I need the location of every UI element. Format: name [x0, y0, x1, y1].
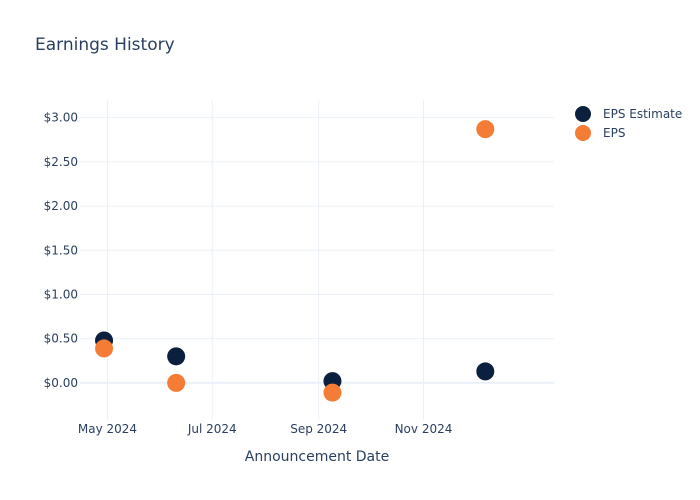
- x-tick-label: May 2024: [78, 422, 137, 436]
- legend-label: EPS: [603, 126, 625, 140]
- legend-marker-icon: [575, 106, 591, 122]
- y-tick-label: $3.00: [44, 111, 78, 125]
- y-tick-label: $2.00: [44, 199, 78, 213]
- y-tick-label: $1.00: [44, 287, 78, 301]
- legend[interactable]: EPS Estimate EPS: [575, 106, 682, 141]
- y-tick-label: $1.50: [44, 243, 78, 257]
- x-tick-label: Jul 2024: [187, 422, 237, 436]
- y-tick-label: $0.50: [44, 332, 78, 346]
- chart-title: Earnings History: [35, 35, 175, 55]
- y-tick-label: $0.00: [44, 376, 78, 390]
- data-points: [95, 120, 495, 402]
- legend-label: EPS Estimate: [603, 107, 682, 121]
- x-axis-title: Announcement Date: [245, 449, 389, 465]
- legend-item[interactable]: EPS Estimate: [575, 106, 682, 122]
- legend-marker-icon: [575, 125, 591, 141]
- legend-item[interactable]: EPS: [575, 125, 625, 141]
- series-eps: [95, 120, 495, 402]
- data-point[interactable]: [167, 347, 186, 366]
- y-axis-ticks: $0.00 $0.50 $1.00 $1.50 $2.00 $2.50 $3.00: [44, 111, 78, 390]
- data-point[interactable]: [167, 373, 186, 392]
- data-point[interactable]: [476, 120, 495, 139]
- data-point[interactable]: [476, 362, 495, 381]
- x-tick-label: Sep 2024: [290, 422, 347, 436]
- data-point[interactable]: [95, 339, 114, 358]
- grid-layer: [80, 100, 554, 420]
- x-tick-label: Nov 2024: [395, 422, 453, 436]
- data-point[interactable]: [323, 383, 342, 402]
- y-tick-label: $2.50: [44, 155, 78, 169]
- x-axis-ticks: May 2024 Jul 2024 Sep 2024 Nov 2024: [78, 422, 452, 436]
- series-eps-estimate: [95, 331, 495, 391]
